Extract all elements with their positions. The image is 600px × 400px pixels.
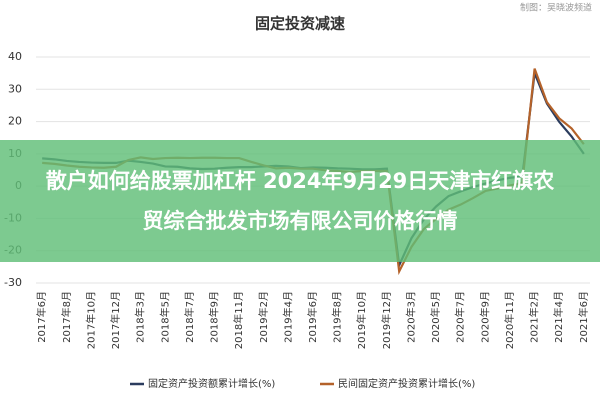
x-tick-label: 2020年11月 (503, 291, 516, 349)
x-tick-label: 2021年4月 (552, 291, 565, 343)
x-tick-label: 2020年9月 (478, 291, 491, 343)
x-tick-label: 2020年3月 (404, 291, 417, 343)
y-tick-label: 20 (8, 115, 22, 128)
x-tick-label: 2017年6月 (35, 291, 48, 343)
y-tick-label: 40 (8, 50, 22, 63)
x-tick-label: 2019年4月 (281, 291, 294, 343)
x-tick-label: 2021年2月 (528, 291, 541, 343)
y-tick-label: -30 (4, 276, 22, 289)
x-tick-label: 2017年12月 (109, 291, 122, 349)
legend-label: 民间固定资产投资累计增长(%) (338, 377, 475, 390)
legend-label: 固定资产投资额累计增长(%) (148, 377, 275, 390)
x-tick-label: 2018年7月 (183, 291, 196, 343)
x-tick-label: 2019年12月 (380, 291, 393, 349)
overlay-banner: 散户如何给股票加杠杆 2024年9月29日天津市红旗农贸综合批发市场有限公司价格… (0, 140, 600, 262)
x-tick-label: 2020年5月 (429, 291, 442, 343)
x-tick-label: 2020年7月 (454, 291, 467, 343)
chart-title: 固定投资减速 (255, 15, 345, 33)
x-tick-label: 2017年8月 (60, 291, 73, 343)
source: 制图：吴晓波频道 (520, 2, 592, 14)
x-tick-label: 2018年5月 (158, 291, 171, 343)
x-tick-label: 2018年11月 (232, 291, 245, 349)
x-tick-label: 2018年9月 (208, 291, 221, 343)
x-tick-label: 2021年6月 (577, 291, 590, 343)
x-tick-label: 2017年10月 (84, 291, 97, 349)
x-tick-label: 2019年8月 (331, 291, 344, 343)
y-tick-label: 30 (8, 82, 22, 95)
x-tick-label: 2019年2月 (257, 291, 270, 343)
x-tick-label: 2019年10月 (355, 291, 368, 349)
x-tick-label: 2019年6月 (306, 291, 319, 343)
x-tick-label: 2018年3月 (134, 291, 147, 343)
